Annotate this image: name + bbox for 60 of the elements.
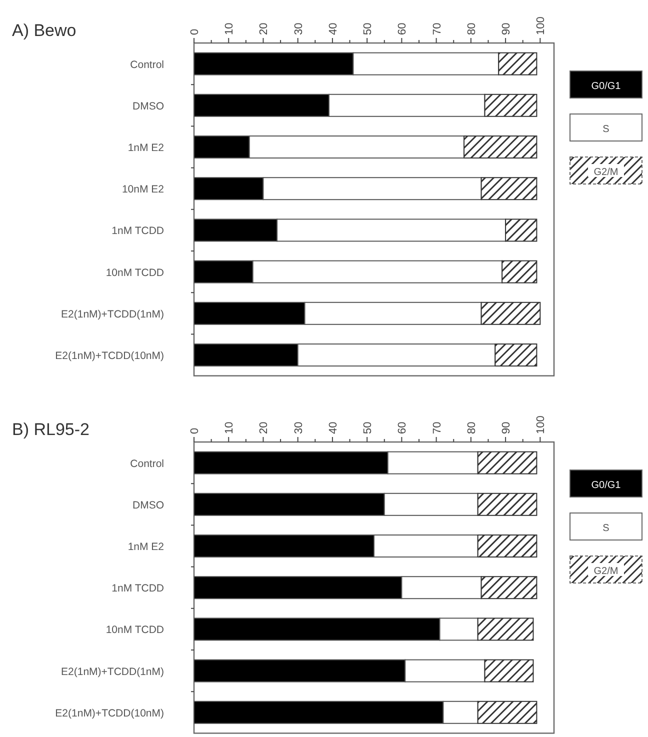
text: G0/G1 [591, 81, 622, 92]
x-tick-label: 0 [189, 28, 201, 35]
x-tick-label: 60 [396, 22, 409, 35]
bar [477, 451, 538, 474]
y-tick-label: 1nM E2 [128, 142, 164, 154]
y-tick-label: E2(1nM)+TCDD(1nM) [61, 308, 164, 320]
x-tick-label: 70 [431, 22, 444, 35]
y-tick-label: E2(1nM)+TCDD(10nM) [55, 707, 164, 720]
bar [502, 260, 538, 284]
y-tick-label: E2(1nM)+TCDD(10nM) [55, 350, 164, 362]
y-tick-label: 1nM TCDD [112, 225, 164, 238]
bar [480, 576, 538, 600]
bar [484, 659, 534, 682]
y-tick-label: E2(1nM)+TCDD(1nM) [61, 666, 164, 678]
x-tick-label: 100 [535, 16, 548, 35]
x-tick-label: 40 [327, 22, 340, 35]
y-tick-label: DMSO [132, 100, 164, 112]
y-tick-label: Control [130, 58, 164, 71]
text: G2/M [594, 167, 618, 178]
y-tick-label: 1nM TCDD [112, 582, 164, 595]
x-tick-label: 20 [258, 422, 270, 434]
bar [477, 534, 538, 558]
text: A) Bewo [12, 21, 76, 40]
bar [505, 218, 538, 242]
x-tick-label: 30 [292, 422, 305, 434]
text: B) RL95-2 [12, 420, 90, 439]
bar [477, 618, 534, 641]
x-tick-label: 60 [396, 422, 409, 434]
text: S [602, 124, 610, 135]
bar [477, 700, 538, 724]
y-tick-label: 10nM E2 [122, 184, 164, 196]
x-tick-label: 90 [500, 22, 513, 35]
x-tick-label: 40 [327, 422, 340, 434]
bar [498, 52, 538, 76]
x-tick-label: 30 [292, 22, 305, 35]
bar [480, 302, 541, 325]
x-tick-label: 0 [189, 428, 201, 434]
x-tick-label: 100 [535, 416, 548, 434]
text: G0/G1 [591, 480, 622, 491]
bar [494, 344, 538, 366]
x-tick-label: 20 [258, 22, 270, 35]
y-tick-label: 1nM E2 [128, 541, 164, 553]
bar [477, 492, 538, 516]
text: S [602, 523, 610, 534]
x-tick-label: 10 [224, 22, 236, 35]
bar [464, 136, 538, 158]
x-tick-label: 50 [362, 422, 374, 434]
bar [484, 94, 538, 117]
x-tick-label: 80 [466, 22, 478, 35]
x-tick-label: 90 [500, 422, 513, 434]
y-tick-label: 10nM TCDD [106, 624, 164, 636]
x-tick-label: 50 [362, 22, 374, 35]
y-tick-label: DMSO [132, 499, 164, 512]
y-tick-label: 10nM TCDD [106, 266, 164, 279]
x-tick-label: 70 [431, 422, 444, 434]
y-tick-label: Control [130, 458, 164, 470]
x-tick-label: 80 [466, 422, 478, 434]
bar [480, 177, 538, 200]
x-tick-label: 10 [224, 422, 236, 434]
text: G2/M [594, 566, 618, 577]
